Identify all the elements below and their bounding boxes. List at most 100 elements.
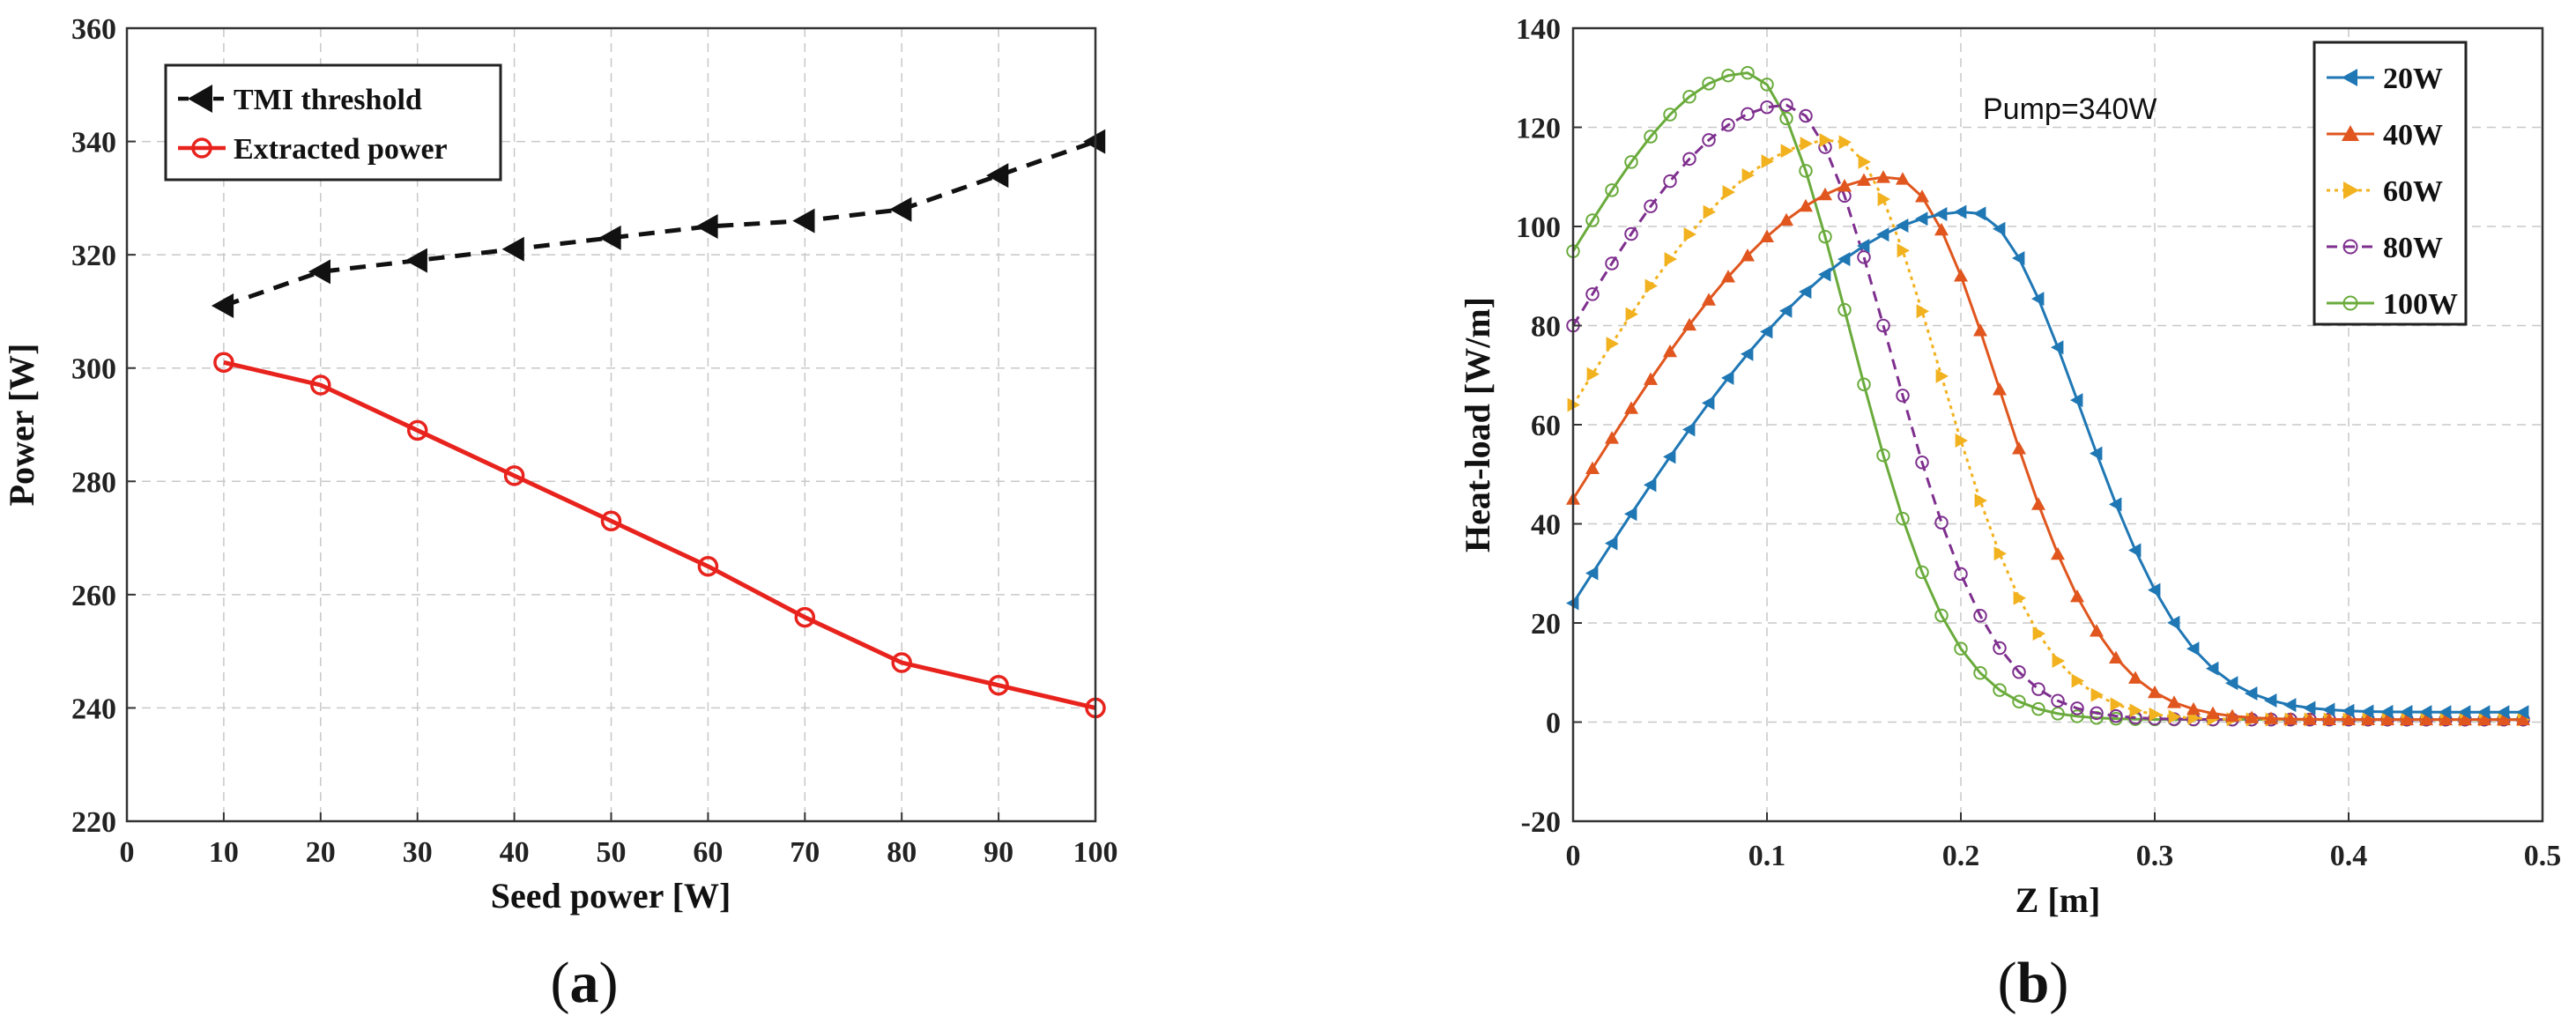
data-point [1896,511,1910,526]
data-point [1818,267,1831,282]
x-tick-label: 30 [403,836,433,869]
data-point [986,163,1009,189]
data-point [1973,323,1987,337]
data-point [308,259,330,285]
data-point [1585,566,1599,581]
data-point [600,510,622,532]
data-point [1973,609,1987,623]
data-point [1973,206,1986,221]
legend-marker-tmi [188,85,212,113]
chart-b-legend: 20W 40W 60W 80W 100W [2312,41,2468,326]
data-point [1934,608,1949,623]
data-point [1760,100,1774,115]
data-point [1837,252,1851,267]
data-point [1896,389,1910,403]
data-point [1605,183,1619,197]
data-point [1644,278,1658,293]
data-point [1779,98,1793,112]
x-tick-label: 70 [790,836,820,869]
y-tick-label: 60 [1531,410,1561,442]
data-point [2283,712,2298,725]
data-point [1722,185,1735,200]
x-tick-label: 0.1 [1748,840,1786,872]
data-point [1702,293,1716,306]
data-point [1780,144,1793,159]
y-tick-label: 140 [1516,13,1561,46]
legend-label-80W: 80W [2383,232,2443,264]
data-point [2186,701,2201,715]
y-tick-label: 20 [1531,608,1561,641]
data-point [1896,172,1910,185]
chart-a-ticks: 0 10 20 30 40 50 60 70 80 90 100 220 240 260 280 300 320… [71,13,1118,869]
data-point [1837,179,1852,192]
series-line-60W [1571,138,2523,722]
data-point [1702,396,1715,411]
series-line-1 [223,360,1096,710]
data-point [695,214,718,239]
data-point [2070,709,2084,723]
data-point [1779,111,1793,126]
chart-a-ylabel: Power [W] [2,344,41,507]
legend-label-extracted: Extracted power [234,133,448,166]
data-point [1682,422,1696,437]
y-tick-label: 260 [71,580,116,612]
data-point [1605,431,1619,444]
x-tick-label: 60 [693,836,723,869]
data-point [1605,256,1619,271]
data-point [2419,705,2432,720]
legend-marker-100W [2342,295,2358,311]
x-tick-label: 0 [1566,840,1581,872]
data-point [2225,676,2238,691]
data-point [1721,118,1735,132]
y-tick-label: 340 [71,127,116,159]
data-point [1954,204,1967,219]
data-point [211,293,234,318]
chart-b-legend-box [2312,41,2468,326]
data-point [2090,706,2104,721]
data-point [2032,626,2045,641]
data-point [2342,712,2356,726]
data-point [1664,252,1677,267]
data-point [1741,107,1755,122]
data-point [2051,340,2064,355]
data-point [1857,173,1871,186]
data-point [1721,370,1734,385]
data-point [2012,250,2025,265]
data-point [1663,344,1677,358]
x-tick-label: 20 [306,836,336,869]
data-point [1682,317,1696,331]
y-tick-label: 0 [1546,708,1561,740]
data-point [1876,227,1889,242]
data-point [2206,661,2219,676]
data-point [1644,478,1657,493]
data-point [2342,703,2355,718]
data-point [1818,187,1832,201]
legend-label-100W: 100W [2383,288,2458,321]
data-point [1915,456,1929,470]
data-point [2071,673,2084,688]
data-point [2109,708,2123,723]
data-point [2186,641,2200,656]
data-point [1974,493,1987,508]
data-point [1703,204,1716,219]
data-point [2477,705,2491,720]
data-point [1896,219,1909,234]
data-point [1605,536,1618,551]
data-point [1585,461,1600,475]
data-point [1876,318,1890,333]
chart-a-grid [127,28,1095,821]
data-point [2128,543,2142,558]
data-point [2322,702,2335,717]
data-point [2090,687,2104,702]
chart-b-ylabel: Heat-load [W/m] [1458,297,1497,552]
chart-a-series [211,129,1106,719]
data-point [1779,212,1793,226]
data-point [1606,337,1619,352]
data-point [2400,712,2414,726]
data-point [2380,712,2394,726]
data-point [1624,226,1638,241]
data-point [1585,213,1600,227]
data-point [2419,712,2433,726]
